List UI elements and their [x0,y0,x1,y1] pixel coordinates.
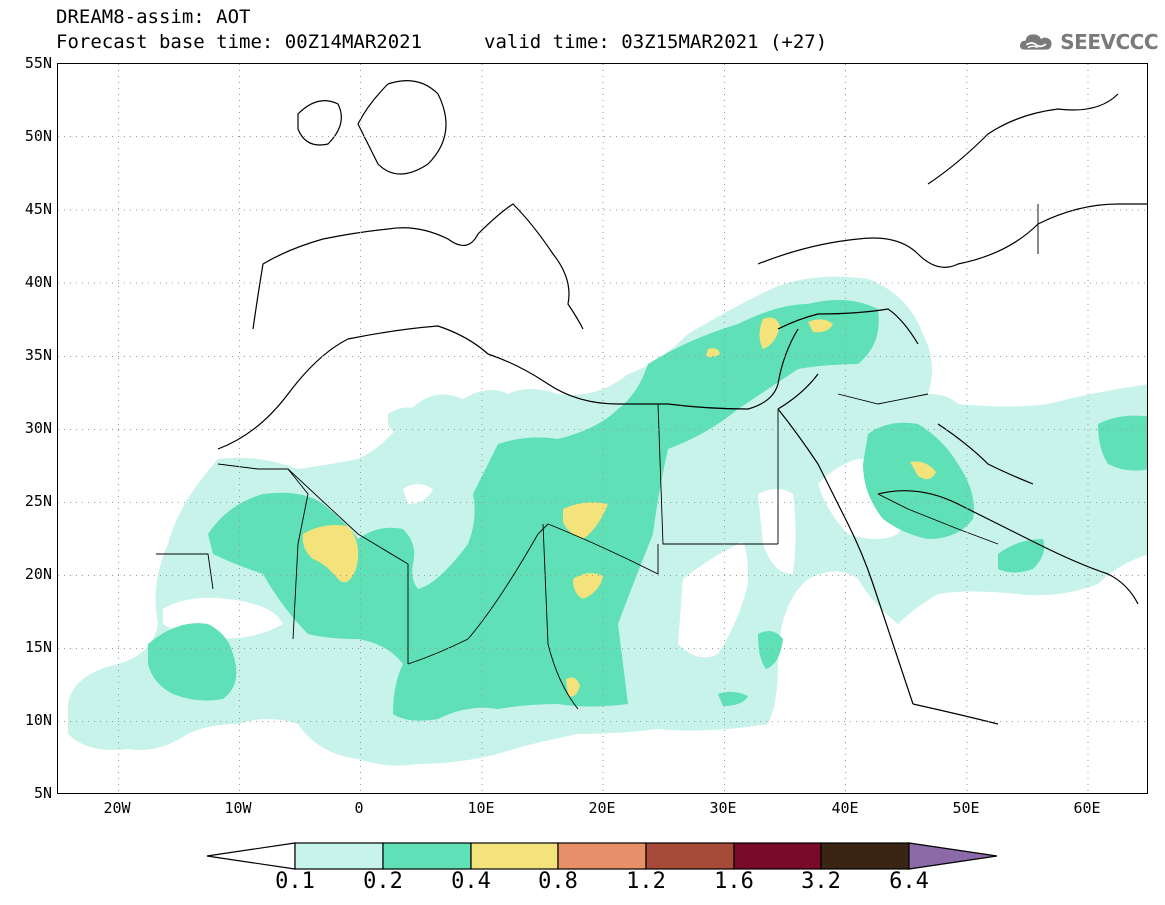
logo-text: SEEVCCC [1060,30,1158,54]
lon-label-10w: 10W [224,799,252,817]
lon-label-50e: 50E [952,799,980,817]
aot-map [58,64,1147,793]
coastlines [217,80,1147,725]
colorbar-cell-0-4 [470,842,559,870]
lat-label-10n: 10N [24,711,52,729]
seevccc-logo: SEEVCCC [1018,24,1158,60]
forecast-base-time: Forecast base time: 00Z14MAR2021 [56,31,423,53]
lat-label-20n: 20N [24,565,52,583]
lon-label-20w: 20W [103,799,131,817]
political-borders [156,204,1039,710]
colorbar-cell-1-6 [733,842,822,870]
lat-label-35n: 35N [24,346,52,364]
colorbar-label-0-4: 0.4 [451,869,491,894]
colorbar-label-0-8: 0.8 [538,869,578,894]
aot-field-0-2 [148,300,1147,721]
colorbar-cell-0-2 [382,842,472,870]
colorbar-cell-below [206,842,296,870]
lon-label-0: 0 [354,799,364,817]
aot-field-0-4 [302,317,936,697]
cloud-icon [1020,34,1052,50]
colorbar-cell-above [908,842,998,870]
lat-label-15n: 15N [24,638,52,656]
lat-label-40n: 40N [24,273,52,291]
lat-label-5n: 5N [33,784,52,802]
lat-label-55n: 55N [24,54,52,72]
map-panel [57,63,1148,794]
colorbar-cell-3-2 [820,842,910,870]
colorbar-cell-0-1 [294,842,384,870]
colorbar-label-6-4: 6.4 [889,869,929,894]
colorbar-label-3-2: 3.2 [801,869,841,894]
lat-label-30n: 30N [24,419,52,437]
colorbar-cell-0-8 [557,842,647,870]
valid-time: valid time: 03Z15MAR2021 (+27) [484,31,828,53]
lat-label-25n: 25N [24,492,52,510]
lon-label-10e: 10E [467,799,495,817]
colorbar-label-0-1: 0.1 [275,869,315,894]
lon-label-60e: 60E [1073,799,1101,817]
lon-label-30e: 30E [709,799,737,817]
colorbar-cell-1-2 [645,842,735,870]
lat-label-50n: 50N [24,127,52,145]
colorbar [206,842,998,870]
map-title: DREAM8-assim: AOT [56,6,251,28]
colorbar-label-0-2: 0.2 [363,869,403,894]
lon-label-20e: 20E [588,799,616,817]
colorbar-label-1-2: 1.2 [626,869,666,894]
lat-label-45n: 45N [24,200,52,218]
colorbar-label-1-6: 1.6 [714,869,754,894]
lon-label-40e: 40E [831,799,859,817]
